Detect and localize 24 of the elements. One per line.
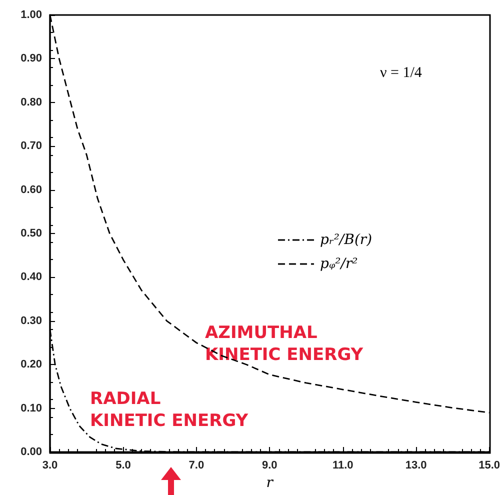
x-tick-label: 7.0 xyxy=(188,460,204,472)
x-tick-label: 11.0 xyxy=(332,460,354,472)
annotation: RADIAL KINETIC ENERGY xyxy=(90,389,249,431)
annotation: ν = 1/4 xyxy=(380,65,422,81)
y-tick-label: 0.30 xyxy=(20,314,42,327)
y-tick-label: 0.00 xyxy=(20,446,42,458)
legend-label: pᵣ²/B(r) xyxy=(320,232,372,248)
x-axis-title: r xyxy=(266,475,274,491)
annotation: AZIMUTHAL KINETIC ENERGY xyxy=(205,323,364,365)
y-tick-label: 0.70 xyxy=(20,140,42,152)
y-tick-label: 0.80 xyxy=(20,96,42,108)
x-tick-label: 3.0 xyxy=(42,460,58,472)
y-tick-label: 0.90 xyxy=(20,52,42,65)
y-tick-label: 0.60 xyxy=(20,184,42,196)
x-tick-label: 5.0 xyxy=(116,460,131,472)
y-tick-label: 0.10 xyxy=(20,402,42,414)
y-tick-label: 0.40 xyxy=(20,271,42,284)
x-tick-label: 9.0 xyxy=(262,460,278,472)
x-tick-label: 15.0 xyxy=(478,460,500,472)
legend-label: pᵩ²/r² xyxy=(320,256,358,272)
y-tick-label: 0.20 xyxy=(20,358,42,371)
y-tick-label: 0.50 xyxy=(20,228,42,240)
y-tick-label: 1.00 xyxy=(20,9,42,21)
x-tick-label: 13.0 xyxy=(405,460,427,472)
